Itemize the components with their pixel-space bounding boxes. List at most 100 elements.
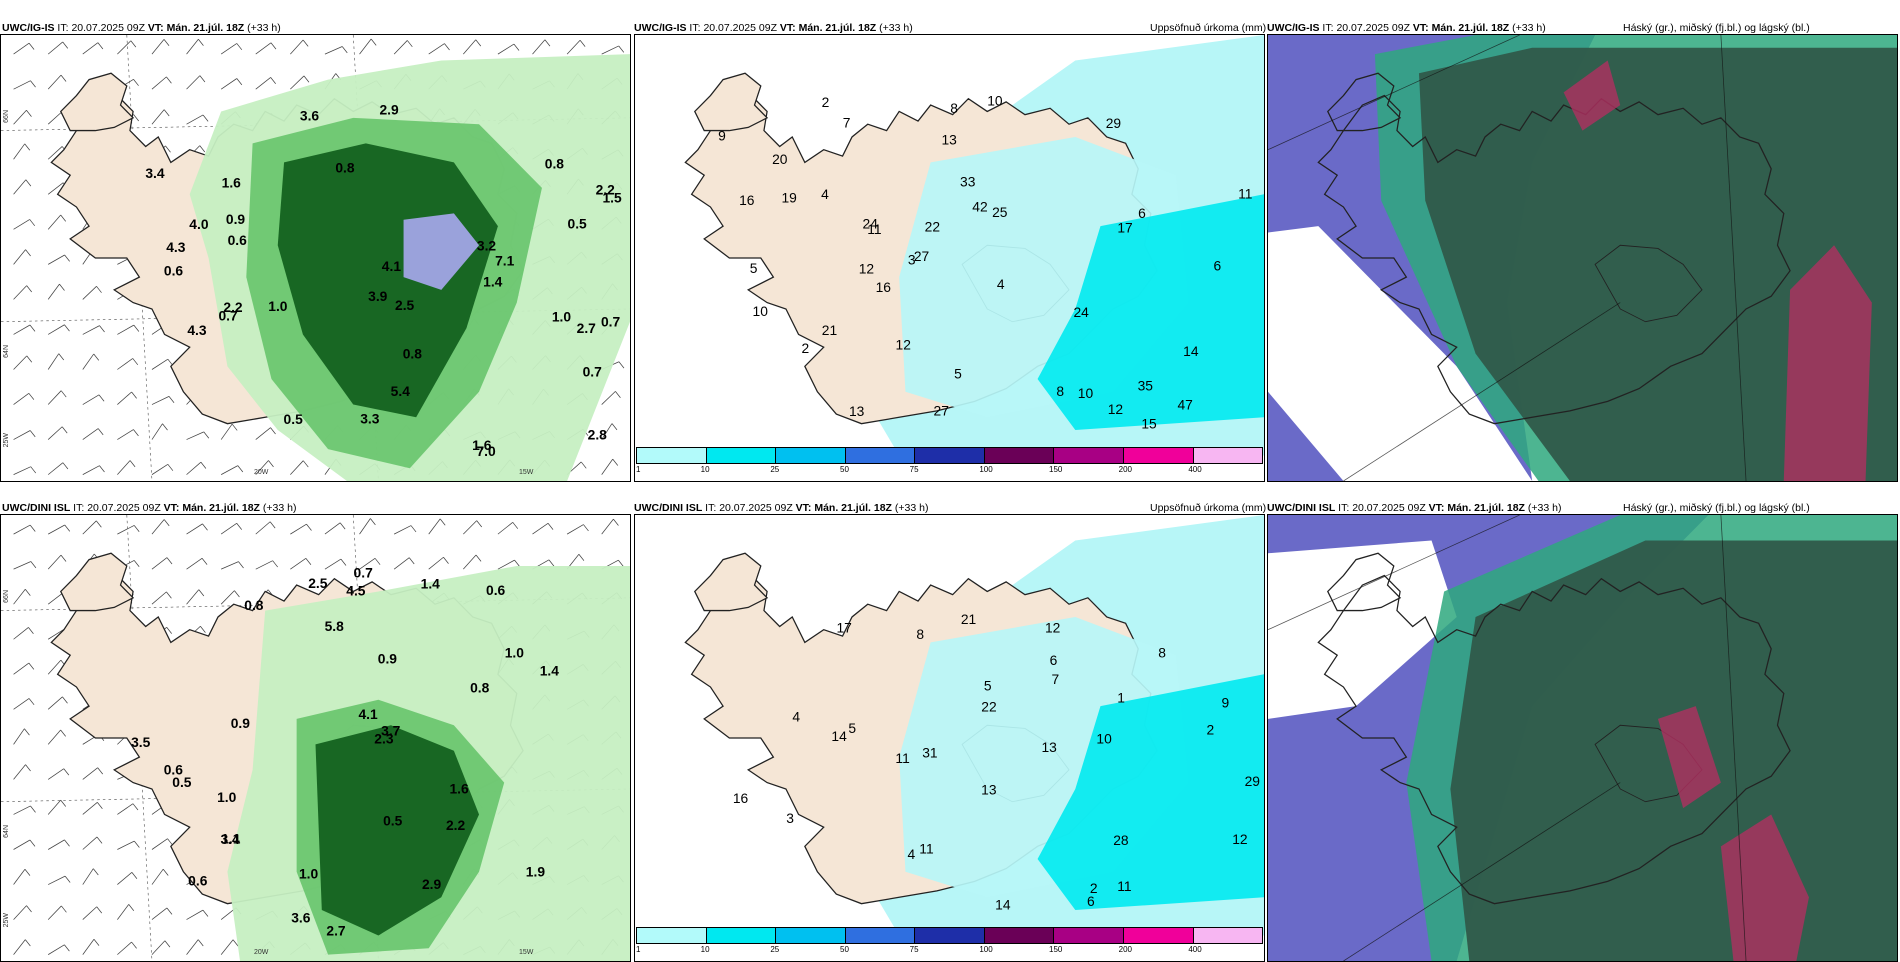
value-label: 3 [786, 810, 794, 826]
wind-barb-flag [268, 460, 274, 468]
colorbar-cell [1193, 928, 1263, 943]
value-label: 3 [908, 252, 916, 268]
projection-line [1720, 515, 1747, 961]
map-ig-accum-precip-svg: 2845722722212513472924102733423519201691… [635, 35, 1264, 481]
run-time: 20.07.2025 09Z [71, 22, 145, 34]
wind-barb-flag [25, 939, 31, 947]
value-label: 6 [1050, 652, 1058, 668]
value-label: 1.5 [602, 189, 621, 205]
title-dini-mid: UWC/DINI ISL IT: 20.07.2025 09Z VT: Mán.… [634, 502, 928, 514]
value-label: 5 [984, 677, 992, 693]
cloud-title-ig: Háský (gr.), miðský (fj.bl.) og lágský (… [1623, 22, 1810, 34]
value-label: 0.5 [383, 812, 402, 828]
wind-barb [428, 43, 445, 55]
axis-lon-25: 25W [3, 433, 10, 448]
colorbar-tick: 400 [1188, 465, 1202, 474]
precip-title-dini: Uppsöfnuð úrkoma (mm) [1150, 502, 1267, 514]
wind-barb-flag [97, 767, 104, 775]
run-label: IT: [689, 22, 701, 34]
wind-barb-flag [410, 525, 417, 533]
value-label: 1.6 [472, 437, 491, 453]
wind-barb-flag [133, 560, 140, 568]
value-label: 10 [1096, 730, 1112, 746]
wind-barb-flag [168, 396, 175, 403]
iceland-land [1317, 94, 1791, 425]
precip-heavy-area [277, 143, 498, 418]
wind-barb-flag [24, 869, 31, 876]
colorbar-tick: 10 [700, 465, 710, 474]
wind-barb [82, 836, 98, 850]
value-label: 7 [843, 115, 851, 131]
wind-barb [117, 391, 132, 405]
wind-barb [255, 460, 269, 475]
wind-barb [290, 39, 304, 55]
wind-barb [186, 75, 201, 90]
wind-barb [82, 868, 94, 885]
wind-barb [13, 764, 26, 780]
value-label: 11 [1117, 878, 1132, 894]
wind-barb-flag [133, 79, 139, 86]
iceland-land [1317, 574, 1791, 905]
colorbar-tick: 200 [1118, 465, 1133, 474]
wind-barb [186, 589, 200, 605]
wind-barb-flag [29, 324, 36, 332]
wind-barb-flag [133, 324, 140, 332]
value-label: 4.3 [187, 322, 206, 338]
wind-barb [255, 427, 271, 440]
wind-barb [47, 254, 65, 265]
wind-barb-flag [162, 423, 168, 431]
value-label: 13 [1041, 739, 1057, 755]
title-ig-mid: UWC/IG-IS IT: 20.07.2025 09Z VT: Mán. 21… [634, 22, 913, 34]
wind-barb-flag [28, 627, 34, 635]
wind-barb-flag [618, 45, 625, 53]
wind-barb-flag [28, 698, 35, 706]
wind-barb-flag [130, 40, 137, 48]
run-time: 20.07.2025 09Z [719, 502, 793, 514]
wind-barb-flag [200, 626, 206, 633]
valid-time: Mán. 21.júl. 18Z [1447, 502, 1525, 514]
run-label: IT: [705, 502, 717, 514]
wind-barb-flag [201, 558, 208, 565]
wind-barb [13, 939, 26, 955]
wind-barb [220, 522, 237, 535]
colorbar-tick: 1 [636, 465, 641, 474]
value-label: 29 [1245, 773, 1261, 789]
wind-barb [47, 390, 62, 405]
wind-barb [566, 39, 581, 55]
run-label: IT: [1322, 22, 1334, 34]
colorbar-tick: 150 [1049, 465, 1063, 474]
map-ig-wind-precip-svg: 0.71.00.80.50.81.61.52.2 2.53.32.93.27.17… [1, 35, 630, 481]
wind-barb [186, 461, 202, 475]
value-label: 2.5 [308, 575, 327, 591]
wind-barb-flag [232, 939, 239, 947]
wind-barb [13, 905, 27, 920]
wind-barb [151, 940, 166, 955]
value-label: 2.3 [374, 731, 393, 747]
wind-barb [393, 40, 408, 55]
wind-barb [151, 557, 168, 570]
title-dini-right: UWC/DINI ISL IT: 20.07.2025 09Z VT: Mán.… [1267, 502, 1561, 514]
value-label: 11 [1238, 185, 1253, 201]
precip-colorbar: 1 10 25 50 75 100 150 200 400 [636, 927, 1263, 959]
value-label: 1.0 [268, 298, 287, 314]
value-label: 4 [908, 846, 916, 862]
map-dini-clouds-svg [1268, 515, 1897, 961]
wind-barb [151, 39, 165, 55]
value-label: 3.7 [381, 722, 400, 738]
value-label: 0.9 [231, 715, 250, 731]
wind-barb [13, 249, 26, 265]
value-label: 12 [896, 336, 912, 352]
wind-barb-flag [30, 561, 37, 569]
value-label: 1 [1117, 689, 1125, 705]
precip-mid-area [1037, 674, 1264, 911]
map-dini-wind-precip-svg: 0.6 0.6 0.8 1.0 0.5 0.9 1.0 1.1 1.4 0.8 0.6 0.7 2.2 2… [1, 515, 630, 961]
cloud-title-dini: Háský (gr.), miðský (fj.bl.) og lágský (… [1623, 502, 1810, 514]
wind-barb-flag [99, 465, 105, 473]
wind-barb-flag [163, 519, 170, 527]
wind-barb [47, 353, 60, 370]
value-label: 3.9 [368, 288, 387, 304]
value-label: 3.4 [145, 165, 164, 181]
map-ig-wind-precip: 0.7 1.0 0.8 0.5 0.8 1.6 1.5 2.2 2.5 3.3 2.9 3.2 7.1 7… [0, 34, 631, 482]
valid-time: Mán. 21.júl. 18Z [814, 502, 892, 514]
value-label: 3.2 [477, 237, 496, 253]
